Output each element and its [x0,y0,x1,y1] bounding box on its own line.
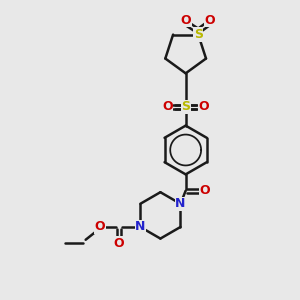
Text: O: O [180,14,191,27]
Text: S: S [194,28,203,41]
Text: O: O [114,237,124,250]
Text: O: O [204,14,215,27]
Text: O: O [200,184,210,197]
Text: S: S [181,100,190,113]
Text: O: O [162,100,172,113]
Text: O: O [199,100,209,113]
Text: O: O [94,220,105,233]
Text: N: N [175,197,186,210]
Text: N: N [135,220,146,233]
